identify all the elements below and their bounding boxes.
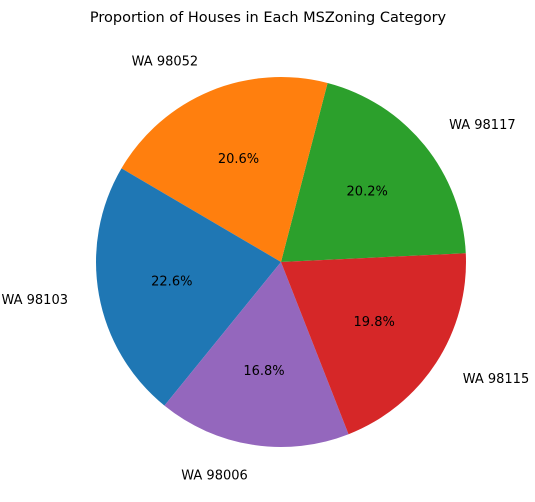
pie-labels: WA 98117 20.2% WA 98052 20.6% WA 98103 22.6% W…: [1, 55, 529, 484]
pie-slice-2: [96, 168, 281, 406]
pie-slice-0: [281, 82, 466, 263]
slice-percent-1: 20.6%: [218, 152, 259, 167]
slice-label-0: WA 98117: [449, 118, 516, 133]
pie-slice-3: [164, 262, 349, 447]
slice-label-2: WA 98103: [1, 293, 68, 308]
slice-percent-4: 19.8%: [354, 315, 395, 330]
pie-slices: [96, 77, 466, 447]
slice-percent-0: 20.2%: [347, 185, 388, 200]
slice-percent-3: 16.8%: [243, 364, 284, 379]
pie-slice-1: [121, 77, 328, 262]
chart-title: Proportion of Houses in Each MSZoning Ca…: [90, 10, 447, 26]
slice-label-3: WA 98006: [181, 468, 248, 483]
slice-label-4: WA 98115: [463, 372, 530, 387]
pie-slice-4: [281, 253, 466, 435]
slice-percent-2: 22.6%: [151, 274, 192, 289]
slice-label-1: WA 98052: [132, 55, 199, 70]
